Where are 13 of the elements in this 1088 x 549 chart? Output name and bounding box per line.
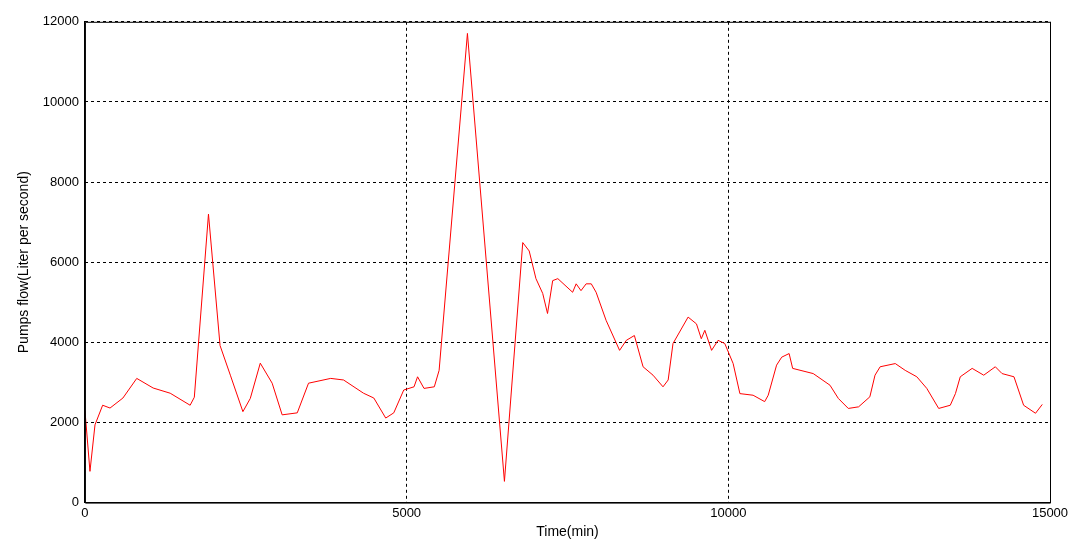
x-tick-label: 10000 [710,504,747,520]
y-tick-label: 10000 [42,93,79,109]
y-tick-label: 2000 [50,414,79,430]
y-tick-label: 12000 [42,13,79,29]
x-tick-label: 5000 [392,504,422,520]
y-tick-label: 6000 [50,253,79,269]
y-tick-label: 8000 [50,173,79,189]
x-tick-label: 15000 [1031,504,1069,520]
y-axis-title: Pumps flow(Liter per second) [15,171,32,354]
y-tick-label: 4000 [50,333,79,349]
x-axis-title: Time(min) [536,523,599,540]
x-tick-label: 0 [81,504,89,520]
y-tick-label: 0 [71,494,79,510]
